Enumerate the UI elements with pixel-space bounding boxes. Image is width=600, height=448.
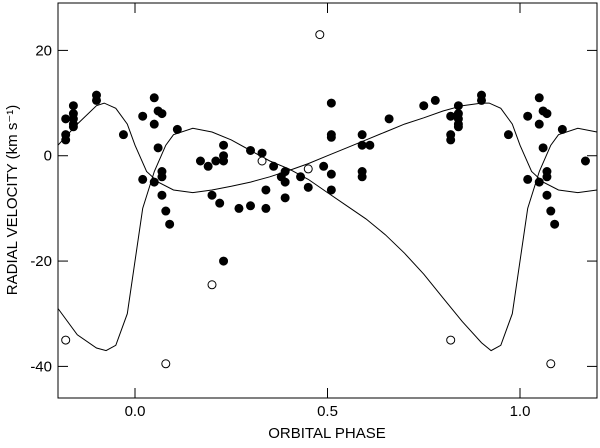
open-point	[207, 280, 217, 290]
y-tick-label: -20	[30, 253, 52, 270]
filled-point	[157, 109, 167, 119]
filled-point	[157, 172, 167, 182]
filled-point	[207, 190, 217, 200]
filled-point	[92, 95, 101, 105]
filled-point	[149, 177, 159, 187]
filled-point	[550, 219, 560, 229]
filled-point	[534, 93, 544, 103]
open-point	[303, 164, 313, 174]
filled-point	[68, 101, 78, 111]
filled-point	[161, 206, 171, 216]
open-point	[546, 359, 556, 369]
plot-frame	[57, 2, 598, 399]
y-tick-label: -40	[30, 358, 52, 375]
curve	[57, 102, 598, 194]
y-tick-label: 20	[35, 42, 52, 59]
filled-point	[453, 101, 463, 111]
filled-point	[296, 172, 306, 182]
filled-point	[542, 172, 552, 182]
filled-point	[534, 119, 544, 129]
filled-point	[446, 135, 456, 145]
filled-point	[326, 169, 336, 179]
filled-point	[365, 140, 375, 150]
open-point	[446, 335, 456, 345]
filled-point	[419, 101, 429, 111]
filled-point	[453, 122, 463, 132]
filled-point	[326, 185, 336, 195]
open-point	[61, 335, 71, 345]
filled-point	[211, 156, 221, 166]
filled-point	[165, 219, 175, 229]
filled-point	[523, 111, 533, 121]
filled-point	[503, 130, 513, 140]
filled-point	[269, 161, 279, 171]
filled-point	[172, 124, 182, 134]
filled-point	[542, 109, 552, 119]
filled-point	[542, 190, 552, 200]
filled-point	[477, 95, 486, 105]
filled-point	[118, 130, 128, 140]
filled-point	[234, 203, 244, 213]
filled-point	[319, 161, 329, 171]
filled-point	[219, 156, 229, 166]
filled-point	[246, 201, 255, 211]
filled-point	[61, 135, 71, 145]
filled-point	[357, 172, 367, 182]
filled-point	[61, 114, 71, 124]
filled-point	[219, 140, 229, 150]
filled-point	[280, 167, 290, 177]
filled-point	[357, 140, 367, 150]
filled-point	[257, 148, 267, 158]
filled-point	[580, 156, 590, 166]
filled-point	[446, 111, 456, 121]
filled-point	[303, 182, 313, 192]
filled-point	[153, 143, 163, 153]
open-point	[161, 359, 171, 369]
open-point	[315, 30, 325, 40]
filled-point	[219, 256, 229, 266]
filled-point	[557, 124, 567, 134]
y-axis-label: RADIAL VELOCITY (km s⁻¹)	[4, 105, 21, 295]
filled-point	[246, 145, 255, 155]
filled-point	[280, 193, 290, 203]
filled-point	[384, 114, 394, 124]
filled-point	[138, 174, 148, 184]
filled-point	[215, 198, 225, 208]
filled-point	[149, 119, 159, 129]
filled-point	[546, 206, 556, 216]
filled-point	[430, 95, 440, 105]
x-tick-label: 1.0	[510, 403, 531, 420]
filled-point	[195, 156, 205, 166]
filled-point	[261, 185, 271, 195]
filled-point	[138, 111, 148, 121]
filled-point	[280, 177, 290, 187]
x-tick-label: 0.0	[125, 403, 146, 420]
filled-point	[261, 203, 271, 213]
filled-point	[203, 161, 213, 171]
x-tick-label: 0.5	[317, 403, 338, 420]
filled-point	[534, 177, 544, 187]
y-tick-label: 0	[44, 148, 52, 165]
x-axis-label: ORBITAL PHASE	[268, 425, 386, 442]
filled-point	[326, 98, 336, 108]
filled-point	[149, 93, 159, 103]
filled-point	[538, 143, 548, 153]
filled-point	[523, 174, 533, 184]
open-point	[257, 156, 267, 166]
filled-point	[326, 132, 336, 142]
filled-point	[68, 122, 78, 132]
filled-point	[157, 190, 167, 200]
filled-point	[357, 130, 367, 140]
curve	[57, 127, 598, 352]
